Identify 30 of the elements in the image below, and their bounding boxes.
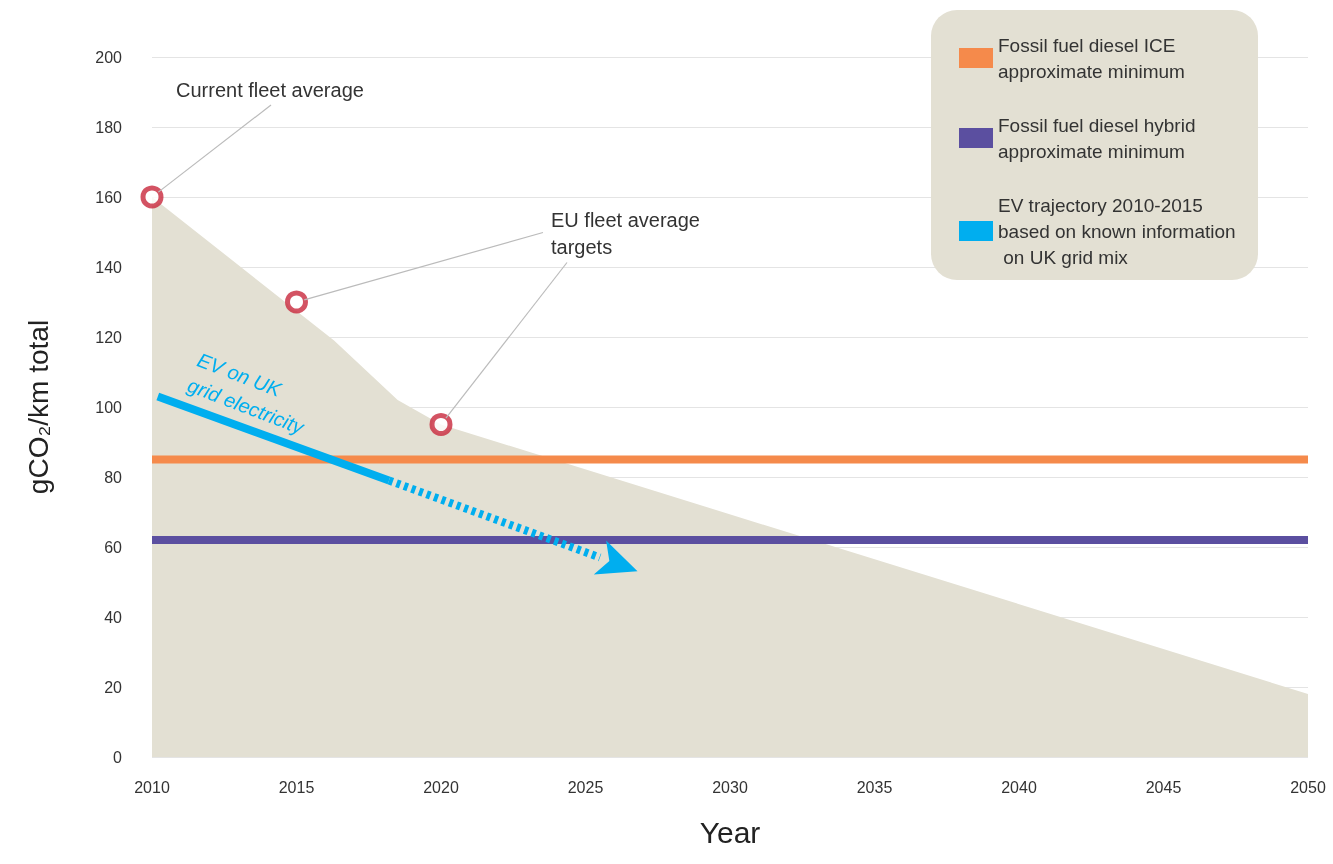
legend-label: EV trajectory 2010-2015 based on known information on UK grid mix (998, 194, 1236, 268)
x-tick-label: 2010 (134, 778, 170, 796)
y-tick-label: 120 (95, 328, 123, 346)
y-tick-label: 140 (95, 258, 123, 276)
y-axis-title: gCO₂/km total (22, 319, 54, 495)
x-tick-label: 2040 (1001, 778, 1037, 796)
annotation: EU fleet average targets (551, 208, 700, 258)
annotation: Current fleet average (176, 79, 364, 101)
point (429, 413, 453, 436)
y-tick-label: 200 (95, 48, 123, 66)
x-tick-label: 2025 (567, 778, 604, 796)
x-tick-label: 2020 (423, 778, 459, 796)
y-tick-label: 80 (104, 468, 123, 486)
point (140, 185, 164, 209)
x-axis-title: Year (699, 815, 761, 849)
y-tick-label: 60 (104, 538, 123, 556)
point (285, 290, 308, 314)
x-tick-label: 2030 (712, 778, 748, 796)
y-tick-label: 20 (104, 678, 123, 696)
legend-label: Fossil fuel diesel ICE approximate minimum (998, 34, 1185, 82)
x-tick-label: 2035 (856, 778, 893, 796)
y-tick-label: 100 (95, 398, 123, 416)
y-tick-label: 160 (95, 188, 123, 206)
y-tick-label: 0 (113, 748, 123, 766)
legend-label: Fossil fuel diesel hybrid approximate minimum (998, 114, 1201, 162)
x-tick-label: 2050 (1290, 778, 1326, 796)
x-tick-label: 2015 (278, 778, 315, 796)
x-tick-label: 2045 (1145, 778, 1182, 796)
y-tick-label: 40 (104, 608, 123, 626)
y-tick-label: 180 (95, 118, 123, 136)
